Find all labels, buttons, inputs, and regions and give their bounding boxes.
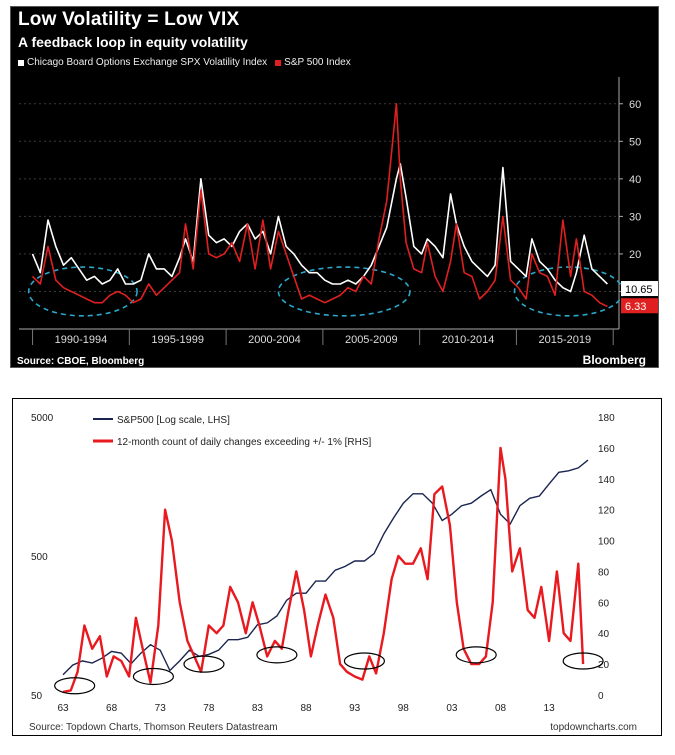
right-y-tick-label: 40 (598, 629, 610, 640)
vix-plot: 1020304050601990-19941995-19992000-20042… (19, 77, 658, 346)
legend-swatch-spx (275, 59, 282, 66)
vix-last-value-box (621, 281, 658, 297)
right-y-tick-label: 100 (598, 537, 615, 548)
low-count-highlight-ellipse (455, 646, 497, 664)
x-tick-label: 2010-2014 (442, 334, 495, 346)
volatility-count-series-line (62, 446, 585, 694)
spx-vol-series-line (31, 103, 608, 308)
legend-label-spx: S&P 500 Index (284, 57, 351, 68)
left-y-tick-label: 5000 (31, 413, 54, 424)
x-tick-label: 83 (252, 703, 264, 714)
x-tick-label: 13 (544, 703, 556, 714)
x-tick-label: 63 (57, 703, 69, 714)
x-tick-label: 1995-1999 (151, 334, 204, 346)
vix-series-line (31, 163, 608, 293)
y-tick-label: 60 (629, 99, 641, 111)
low-vol-highlight-ellipse (27, 266, 138, 317)
low-count-highlight-ellipse (132, 667, 175, 686)
right-y-tick-label: 0 (598, 691, 604, 702)
right-y-tick-label: 60 (598, 598, 610, 609)
right-y-tick-label: 120 (598, 506, 615, 517)
x-tick-label: 78 (203, 703, 215, 714)
spx-last-value-label: 6.33 (625, 301, 646, 313)
legend-label-sp500: S&P500 [Log scale, LHS] (117, 415, 230, 426)
vix-last-value-label: 10.65 (625, 284, 653, 296)
low-count-highlight-ellipse (256, 646, 298, 664)
left-y-tick-label: 500 (31, 552, 48, 563)
x-tick-label: 98 (398, 703, 410, 714)
low-count-highlight-ellipse (562, 652, 604, 670)
x-tick-label: 03 (446, 703, 458, 714)
x-tick-label: 2000-2004 (248, 334, 301, 346)
x-tick-label: 73 (155, 703, 167, 714)
y-tick-label: 30 (629, 211, 641, 223)
right-y-tick-label: 180 (598, 413, 615, 424)
x-tick-label: 93 (349, 703, 361, 714)
right-y-tick-label: 140 (598, 475, 615, 486)
left-y-tick-label: 50 (31, 691, 43, 702)
x-tick-label: 68 (106, 703, 118, 714)
low-count-highlight-ellipse (343, 652, 385, 670)
site-credit: topdowncharts.com (550, 722, 637, 733)
x-tick-label: 1990-1994 (55, 334, 108, 346)
legend-swatch-vix (18, 59, 24, 66)
low-count-highlight-ellipse (54, 677, 96, 695)
right-y-tick-label: 20 (598, 660, 610, 671)
chart-subtitle: A feedback loop in equity volatility (18, 34, 248, 50)
low-count-highlight-ellipse (183, 655, 225, 673)
source-note-bottom: Source: Topdown Charts, Thomson Reuters … (29, 722, 278, 733)
x-tick-label: 2015-2019 (539, 334, 592, 346)
sp500-series-line (62, 459, 589, 676)
x-tick-label: 2005-2009 (345, 334, 398, 346)
legend-label-count: 12-month count of daily changes exceedin… (117, 437, 372, 448)
y-tick-label: 50 (629, 136, 641, 148)
right-y-tick-label: 80 (598, 567, 610, 578)
x-tick-label: 08 (495, 703, 507, 714)
low-vol-highlight-ellipse (277, 266, 411, 317)
y-tick-label: 40 (629, 174, 641, 186)
spx-last-value-box (621, 298, 658, 314)
source-note: Source: CBOE, Bloomberg (17, 356, 145, 367)
right-y-tick-label: 160 (598, 444, 615, 455)
bloomberg-logo: Bloomberg (582, 353, 646, 367)
legend-label-vix: Chicago Board Options Exchange SPX Volat… (27, 57, 268, 68)
legend: Chicago Board Options Exchange SPX Volat… (18, 57, 351, 68)
y-tick-label: 20 (629, 249, 641, 261)
chart-title: Low Volatility = Low VIX (18, 9, 240, 30)
vix-chart-panel: Low Volatility = Low VIX A feedback loop… (10, 6, 659, 368)
sp500-volatility-chart-panel: 50 500 5000 0 20 40 60 80 100 120 140 160 180 63 68 73 7… (12, 398, 662, 736)
sp500-plot: 50 500 5000 0 20 40 60 80 100 120 140 160 180 63 68 73 7… (31, 413, 615, 714)
x-tick-label: 88 (300, 703, 312, 714)
